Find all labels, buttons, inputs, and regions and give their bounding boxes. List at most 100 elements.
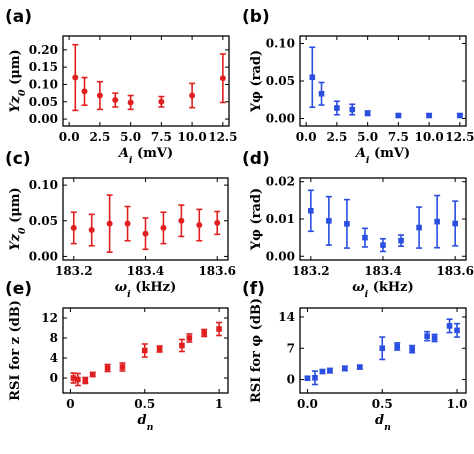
panel-letter: (b)	[242, 7, 270, 27]
plot-frame	[299, 35, 467, 127]
data-point	[219, 75, 226, 82]
y-tick-label: 14	[278, 310, 295, 324]
x-tick-label: 183.2	[292, 264, 330, 278]
data-point	[304, 375, 311, 382]
data-point	[446, 323, 453, 329]
data-point	[334, 105, 340, 111]
data-point	[106, 220, 113, 227]
data-point	[454, 327, 460, 334]
y-axis-label: Yφ (rad)	[249, 50, 264, 113]
data-point	[416, 224, 422, 231]
data-point	[457, 112, 463, 119]
y-tick-label: 0	[50, 371, 58, 385]
data-point	[362, 234, 368, 241]
data-point	[186, 335, 193, 341]
y-tick-label: 0.10	[266, 37, 295, 51]
data-point	[426, 112, 432, 119]
x-tick-label: 10.0	[414, 130, 443, 144]
data-point	[349, 106, 356, 113]
data-point	[82, 377, 89, 384]
data-point	[127, 99, 134, 106]
x-tick-label: 1.0	[447, 397, 468, 411]
y-axis-label: RSI for φ (dB)	[249, 298, 264, 403]
x-tick-label: 12.5	[445, 130, 474, 144]
y-tick-label: 8	[50, 331, 58, 345]
y-axis-label: Yz0 (μm)	[8, 187, 28, 250]
data-point	[379, 345, 386, 352]
x-tick-label: 0.0	[59, 130, 80, 144]
y-tick-label: 0.15	[29, 60, 58, 74]
x-tick-label: 0	[66, 397, 74, 411]
data-point	[394, 343, 401, 350]
chart-panel-b: (b) 0.0 2.5 5.0 7.5 10.0 12.5 0.00 0.05 0.10 Ai (m…	[242, 7, 474, 166]
plot-frame	[62, 307, 229, 394]
data-point	[70, 375, 77, 381]
y-tick-label: 0.02	[266, 175, 295, 189]
x-tick-label: 2.5	[89, 130, 110, 144]
y-tick-label: 0.05	[266, 74, 295, 88]
y-tick-label: 0.10	[29, 77, 58, 91]
y-tick-label: 0.01	[266, 212, 295, 226]
data-point	[178, 217, 185, 224]
x-tick-label: 0.0	[297, 397, 318, 411]
data-point	[119, 364, 126, 370]
data-point	[409, 346, 415, 352]
data-point	[319, 368, 326, 375]
data-point	[104, 365, 111, 371]
x-tick-label: 183.6	[436, 264, 474, 278]
data-point	[357, 364, 363, 370]
x-tick-label: 183.6	[198, 264, 236, 278]
chart-panel-d: (d) 183.2 183.4 183.6 0.00 0.01 0.02 ωi (kHz) Yφ…	[242, 149, 474, 300]
data-point	[70, 224, 77, 231]
data-point	[124, 220, 131, 227]
x-tick-label: 2.5	[326, 130, 347, 144]
data-point	[156, 346, 163, 352]
data-point	[96, 92, 103, 99]
x-tick-label: 0.5	[372, 397, 393, 411]
panel-letter: (d)	[242, 149, 270, 169]
panel-letter: (f)	[242, 279, 265, 299]
x-axis-label: Ai (mV)	[117, 146, 173, 166]
y-tick-label: 0.00	[29, 249, 58, 263]
data-point	[158, 98, 165, 105]
x-tick-label: 5.0	[120, 130, 141, 144]
y-tick-label: 0.20	[29, 43, 58, 57]
x-axis-label: dn	[138, 413, 154, 433]
y-tick-label: 4	[50, 351, 58, 365]
x-tick-label: 0.0	[296, 130, 317, 144]
chart-panel-f: (f) 0.0 0.5 1.0 0 7 14 dn RSI for φ (dB)	[242, 279, 467, 433]
x-axis-label: dn	[375, 413, 391, 433]
panel-letter: (e)	[5, 279, 32, 299]
data-point	[380, 242, 386, 248]
chart-panel-a: (a) 0.0 2.5 5.0 7.5 10.0 12.5 0.00 0.05 0.10 0.15 0…	[5, 7, 237, 166]
data-point	[312, 374, 318, 381]
x-tick-label: 12.5	[208, 130, 237, 144]
x-axis-label: ωi (kHz)	[115, 280, 176, 300]
data-point	[196, 222, 203, 229]
x-tick-label: 183.4	[364, 264, 402, 278]
x-tick-label: 7.5	[151, 130, 172, 144]
data-point	[72, 74, 79, 81]
panel-letter: (a)	[5, 7, 32, 27]
x-tick-label: 183.4	[127, 264, 165, 278]
data-point	[201, 330, 208, 336]
data-point	[81, 88, 88, 95]
x-tick-label: 5.0	[357, 130, 378, 144]
data-point	[216, 326, 222, 332]
chart-panel-e: (e) 0 0.5 1 0 4 8 12 dn RSI for z (dB)	[5, 279, 229, 433]
data-point	[434, 218, 440, 225]
data-point	[424, 333, 430, 339]
plot-frame	[299, 307, 467, 394]
data-point	[398, 237, 404, 244]
data-point	[342, 365, 348, 372]
x-axis-label: Ai (mV)	[354, 146, 410, 166]
x-tick-label: 7.5	[388, 130, 409, 144]
y-axis-label: Yz0 (μm)	[8, 49, 28, 112]
data-point	[431, 335, 438, 341]
x-tick-label: 1	[215, 397, 223, 411]
data-point	[89, 371, 96, 378]
data-point	[344, 221, 350, 227]
x-axis-label: ωi (kHz)	[352, 280, 413, 300]
data-point	[395, 112, 402, 119]
y-tick-label: 0.05	[29, 214, 58, 228]
